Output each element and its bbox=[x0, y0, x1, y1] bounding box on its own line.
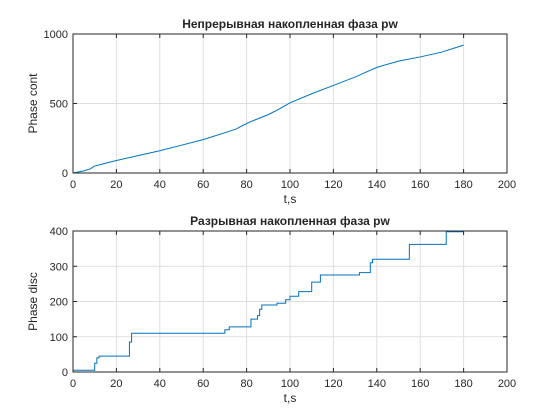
y-tick-label: 500 bbox=[50, 99, 68, 111]
x-tick-label: 0 bbox=[70, 179, 76, 191]
chart-title: Разрывная накопленная фаза pw bbox=[190, 214, 390, 228]
x-tick-label: 80 bbox=[240, 378, 252, 390]
y-tick-label: 300 bbox=[50, 261, 68, 273]
x-tick-label: 40 bbox=[154, 378, 166, 390]
x-tick-label: 180 bbox=[454, 179, 472, 191]
x-tick-label: 120 bbox=[324, 179, 342, 191]
y-tick-label: 200 bbox=[50, 297, 68, 309]
x-tick-label: 20 bbox=[110, 179, 122, 191]
y-tick-label: 400 bbox=[50, 226, 68, 238]
x-tick-label: 160 bbox=[411, 378, 429, 390]
y-axis-label: Phase cont bbox=[26, 73, 40, 134]
chart-title: Непрерывная накопленная фаза pw bbox=[182, 17, 398, 31]
x-tick-label: 40 bbox=[154, 179, 166, 191]
y-axis-label: Phase disc bbox=[26, 272, 40, 331]
x-tick-label: 200 bbox=[498, 179, 516, 191]
x-tick-label: 180 bbox=[454, 378, 472, 390]
y-tick-label: 100 bbox=[50, 332, 68, 344]
x-tick-label: 160 bbox=[411, 179, 429, 191]
y-tick-label: 0 bbox=[62, 168, 68, 180]
x-axis-label: t,s bbox=[284, 391, 297, 405]
top-subplot: 0 20 40 60 80 100 120 140 160 180 200 0 500 1000 Непр… bbox=[26, 17, 516, 206]
x-tick-label: 100 bbox=[281, 378, 299, 390]
x-axis-label: t,s bbox=[284, 192, 297, 206]
x-tick-label: 140 bbox=[368, 179, 386, 191]
x-tick-label: 200 bbox=[498, 378, 516, 390]
x-tick-label: 100 bbox=[281, 179, 299, 191]
x-tick-label: 60 bbox=[197, 179, 209, 191]
x-tick-label: 20 bbox=[110, 378, 122, 390]
x-tick-label: 140 bbox=[368, 378, 386, 390]
x-tick-label: 0 bbox=[70, 378, 76, 390]
y-tick-label: 0 bbox=[62, 367, 68, 379]
bottom-subplot: 0 20 40 60 80 100 120 140 160 180 200 0 100 200 300 400… bbox=[26, 214, 516, 405]
x-tick-label: 60 bbox=[197, 378, 209, 390]
x-tick-label: 80 bbox=[240, 179, 252, 191]
x-tick-label: 120 bbox=[324, 378, 342, 390]
y-tick-label: 1000 bbox=[44, 29, 68, 41]
